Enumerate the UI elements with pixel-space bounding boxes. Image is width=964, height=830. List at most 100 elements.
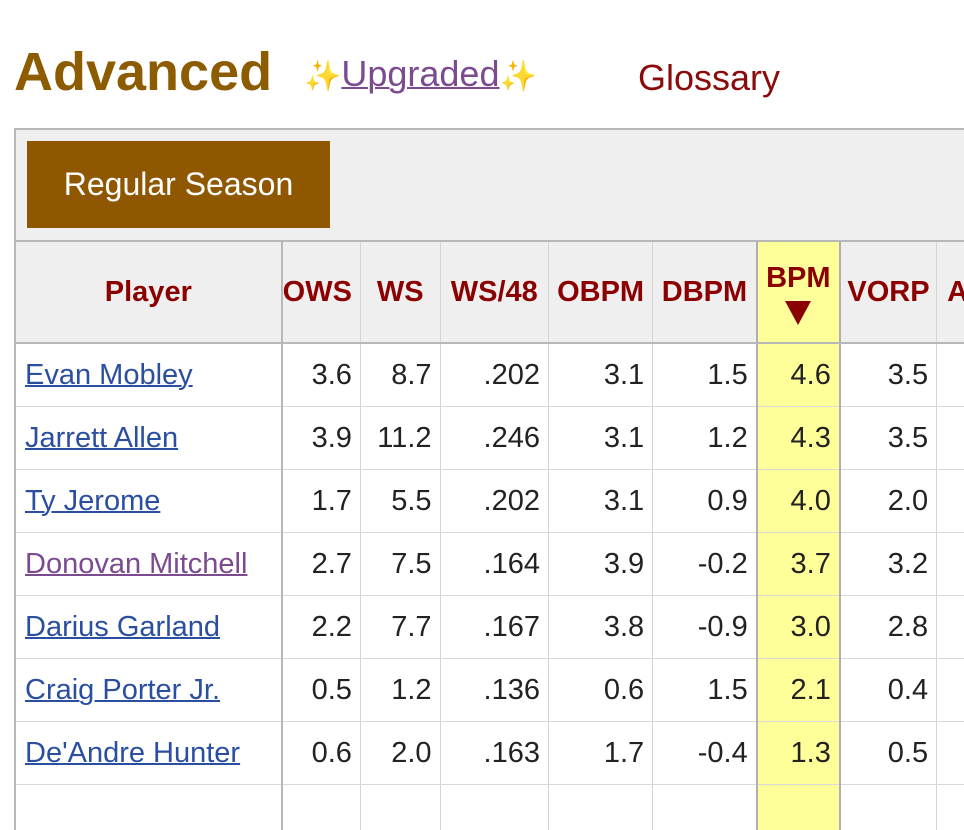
cell-vorp: 0.5 xyxy=(840,722,937,785)
empty-cell xyxy=(840,785,937,830)
cell-ows: 0.5 xyxy=(282,659,361,722)
column-header-bpm[interactable]: BPM xyxy=(757,242,840,343)
column-header-bpm-label: BPM xyxy=(758,262,839,295)
player-link[interactable]: Craig Porter Jr. xyxy=(25,674,220,706)
glossary-link[interactable]: Glossary xyxy=(638,56,780,100)
cell-ows: 1.7 xyxy=(282,470,361,533)
cell-ws: 1.2 xyxy=(360,659,440,722)
empty-cell xyxy=(282,785,361,830)
cell-ows: 2.7 xyxy=(282,533,361,596)
cell-dbpm: 1.2 xyxy=(653,407,757,470)
empty-cell xyxy=(757,785,840,830)
cell-dbpm: -0.4 xyxy=(653,722,757,785)
table-row xyxy=(16,785,964,830)
player-cell: De'Andre Hunter xyxy=(16,722,282,785)
cell-ws: 11.2 xyxy=(360,407,440,470)
cell-obpm: 1.7 xyxy=(549,722,653,785)
player-link[interactable]: Evan Mobley xyxy=(25,359,193,391)
cell-ows: 3.9 xyxy=(282,407,361,470)
cell-vorp: 3.5 xyxy=(840,407,937,470)
cell-dbpm: -0.2 xyxy=(653,533,757,596)
player-cell: Jarrett Allen xyxy=(16,407,282,470)
cell-vorp: 3.5 xyxy=(840,343,937,407)
empty-cell xyxy=(16,785,282,830)
cell-dbpm: 1.5 xyxy=(653,659,757,722)
cell-dbpm: 1.5 xyxy=(653,343,757,407)
player-cell: Craig Porter Jr. xyxy=(16,659,282,722)
column-header-ws48[interactable]: WS/48 xyxy=(440,242,548,343)
cell-ws48: .136 xyxy=(440,659,548,722)
cell-ws: 7.7 xyxy=(360,596,440,659)
cell-bpm: 4.0 xyxy=(757,470,840,533)
cell-dbpm: 0.9 xyxy=(653,470,757,533)
cell-ws48: .246 xyxy=(440,407,548,470)
cell-ws: 8.7 xyxy=(360,343,440,407)
cell-ws48: .164 xyxy=(440,533,548,596)
column-header-clipped[interactable]: A xyxy=(937,242,964,343)
cell-ows: 0.6 xyxy=(282,722,361,785)
column-header-vorp[interactable]: VORP xyxy=(840,242,937,343)
cell-clipped xyxy=(937,596,964,659)
empty-cell xyxy=(440,785,548,830)
cell-obpm: 3.1 xyxy=(549,470,653,533)
regular-season-tab[interactable]: Regular Season xyxy=(27,141,330,228)
empty-cell xyxy=(549,785,653,830)
cell-obpm: 3.9 xyxy=(549,533,653,596)
section-header: Advanced ✨Upgraded✨ Glossary xyxy=(0,0,964,128)
upgraded-link[interactable]: Upgraded xyxy=(341,53,499,94)
player-cell: Darius Garland xyxy=(16,596,282,659)
cell-bpm: 3.0 xyxy=(757,596,840,659)
cell-clipped xyxy=(937,722,964,785)
cell-bpm: 2.1 xyxy=(757,659,840,722)
empty-cell xyxy=(360,785,440,830)
cell-clipped xyxy=(937,343,964,407)
cell-ws48: .202 xyxy=(440,470,548,533)
cell-ws48: .167 xyxy=(440,596,548,659)
cell-vorp: 2.0 xyxy=(840,470,937,533)
season-filter-bar: Regular Season xyxy=(16,130,964,242)
cell-clipped xyxy=(937,470,964,533)
cell-clipped xyxy=(937,533,964,596)
cell-obpm: 3.1 xyxy=(549,343,653,407)
cell-vorp: 3.2 xyxy=(840,533,937,596)
cell-clipped xyxy=(937,659,964,722)
cell-clipped xyxy=(937,407,964,470)
cell-ws48: .163 xyxy=(440,722,548,785)
upgraded-promo: ✨Upgraded✨ xyxy=(304,52,537,99)
sort-descending-icon xyxy=(785,301,811,325)
cell-vorp: 0.4 xyxy=(840,659,937,722)
cell-ws48: .202 xyxy=(440,343,548,407)
player-link[interactable]: De'Andre Hunter xyxy=(25,737,240,769)
player-cell: Evan Mobley xyxy=(16,343,282,407)
cell-vorp: 2.8 xyxy=(840,596,937,659)
cell-ws: 2.0 xyxy=(360,722,440,785)
player-link[interactable]: Darius Garland xyxy=(25,611,220,643)
table-header-row: Player OWS WS WS/48 OBPM DBPM BPM VORP A xyxy=(16,242,964,343)
column-header-ws[interactable]: WS xyxy=(360,242,440,343)
column-header-obpm[interactable]: OBPM xyxy=(549,242,653,343)
player-link[interactable]: Jarrett Allen xyxy=(25,422,178,454)
cell-bpm: 1.3 xyxy=(757,722,840,785)
empty-cell xyxy=(653,785,757,830)
page-title: Advanced xyxy=(14,42,272,102)
cell-bpm: 4.6 xyxy=(757,343,840,407)
cell-ws: 7.5 xyxy=(360,533,440,596)
sparkle-icon-left: ✨ xyxy=(304,60,341,93)
column-header-ows[interactable]: OWS xyxy=(282,242,361,343)
sparkle-icon-right: ✨ xyxy=(499,60,536,93)
player-link[interactable]: Ty Jerome xyxy=(25,485,160,517)
empty-cell xyxy=(937,785,964,830)
player-cell: Donovan Mitchell xyxy=(16,533,282,596)
column-header-player[interactable]: Player xyxy=(16,242,282,343)
advanced-stats-table: Player OWS WS WS/48 OBPM DBPM BPM VORP A… xyxy=(16,242,964,830)
column-header-dbpm[interactable]: DBPM xyxy=(653,242,757,343)
cell-bpm: 3.7 xyxy=(757,533,840,596)
player-link[interactable]: Donovan Mitchell xyxy=(25,548,247,580)
